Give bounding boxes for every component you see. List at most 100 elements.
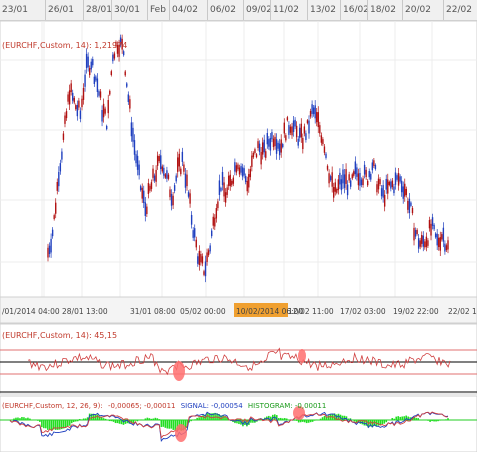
candle-body <box>175 175 177 182</box>
macd-panel[interactable]: (EURCHF,Custom, 12, 26, 9): -0,00065; -0… <box>0 395 477 452</box>
rsi-panel[interactable]: (EURCHF,Custom, 14): 45,15 <box>0 323 477 395</box>
candle-body <box>379 179 381 185</box>
candle-body <box>116 45 119 54</box>
candle-body <box>400 180 403 193</box>
candle-body <box>163 167 165 176</box>
candle-body <box>265 151 267 158</box>
candle-body <box>55 202 57 214</box>
candle-body <box>417 238 420 249</box>
candle-body <box>441 234 443 240</box>
candle-body <box>121 38 123 50</box>
candle-body <box>155 169 157 182</box>
candle-body <box>113 53 116 59</box>
candle-body <box>425 236 428 248</box>
candle-body <box>104 108 106 114</box>
macd-panel-title: (EURCHF,Custom, 12, 26, 9): -0,00065; -0… <box>2 402 326 410</box>
bottom-axis-label: 22/02 17:00 <box>448 307 477 316</box>
candle-body <box>306 120 309 124</box>
candle-body <box>126 83 128 87</box>
candle-body <box>146 206 148 215</box>
candle-body <box>99 91 102 98</box>
candle-body <box>224 192 227 203</box>
candle-body <box>387 179 389 194</box>
candle-body <box>255 154 258 158</box>
candle-body <box>314 105 316 119</box>
candle-body <box>266 133 269 145</box>
candle-body <box>371 162 374 171</box>
candle-body <box>212 216 214 226</box>
candle-body <box>325 153 327 158</box>
candle-body <box>393 186 395 194</box>
candle-body <box>368 170 370 178</box>
candle-body <box>144 202 146 216</box>
top-axis-label: 22/02 <box>446 5 472 15</box>
candle-body <box>217 201 219 209</box>
candle-body <box>204 261 207 277</box>
bottom-axis-highlight <box>234 303 288 317</box>
top-axis-separator <box>307 0 308 20</box>
candle-body <box>303 126 306 134</box>
candle-body <box>289 126 292 133</box>
top-time-axis: 23/01 26/01 28/01 30/01 Feb 04/02 06/02 09/02 11… <box>0 0 477 21</box>
bottom-axis-label: /01/2014 04:00 <box>2 307 60 316</box>
candle-body <box>382 185 384 198</box>
top-axis-label: 16/02 <box>343 5 369 15</box>
candle-body <box>53 215 55 220</box>
candle-body <box>118 44 120 57</box>
macd-title-signal: SIGNAL: -0,00054 <box>181 402 243 410</box>
candle-body <box>164 174 167 178</box>
candle-body <box>238 167 241 175</box>
candle-body <box>263 139 265 153</box>
candle-body <box>376 184 378 193</box>
candle-body <box>268 139 270 147</box>
candle-body <box>391 180 394 188</box>
candle-body <box>232 177 235 184</box>
candle-body <box>373 160 375 166</box>
top-axis-label: 20/02 <box>405 5 431 15</box>
candle-body <box>109 90 111 95</box>
candle-body <box>58 171 60 187</box>
candle-body <box>320 135 323 143</box>
macd-marker-low <box>175 424 187 442</box>
candle-body <box>183 164 185 172</box>
candle-body <box>112 54 114 62</box>
candle-body <box>133 140 136 155</box>
main-price-panel[interactable]: (EURCHF,Custom, 14): 1,21974 <box>0 20 477 298</box>
candle-body <box>430 223 432 236</box>
candle-body <box>244 175 247 182</box>
candle-body <box>407 200 409 210</box>
candle-body <box>445 245 448 251</box>
candle-body <box>419 240 421 247</box>
candle-body <box>132 127 134 142</box>
candle-body <box>95 76 97 81</box>
candle-body <box>322 139 324 145</box>
candle-body <box>404 183 406 197</box>
candle-body <box>235 165 238 173</box>
top-axis-separator <box>45 0 46 20</box>
candle-body <box>82 87 85 100</box>
candle-body <box>257 141 259 149</box>
candle-body <box>414 230 417 237</box>
candle-body <box>408 198 411 214</box>
candle-body <box>246 180 248 192</box>
candle-body <box>105 125 108 130</box>
candle-body <box>411 208 414 214</box>
candle-body <box>229 174 231 187</box>
candle-body <box>317 112 319 128</box>
top-axis-separator <box>111 0 112 20</box>
candle-body <box>226 187 228 195</box>
candle-body <box>153 175 156 181</box>
candle-body <box>396 175 398 180</box>
candle-body <box>370 173 372 180</box>
candle-body <box>197 256 199 264</box>
candle-body <box>280 139 282 153</box>
candle-body <box>331 172 333 187</box>
candle-body <box>380 188 383 197</box>
candle-body <box>333 187 335 198</box>
candle-body <box>241 167 244 177</box>
candle-body <box>192 230 194 238</box>
candle-body <box>278 143 281 156</box>
rsi-marker-high <box>298 349 306 363</box>
candle-body <box>316 112 318 123</box>
